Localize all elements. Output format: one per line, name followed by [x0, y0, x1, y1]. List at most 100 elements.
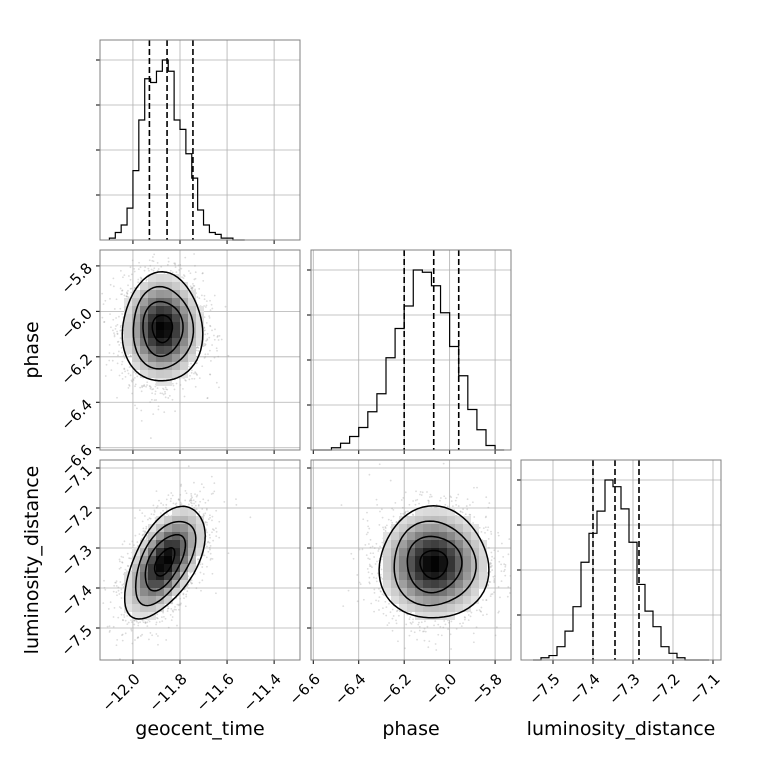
density-cell-0 [156, 314, 164, 322]
scatter-point-0-1039 [116, 341, 119, 343]
scatter-point-0-706 [209, 324, 211, 327]
scatter-point-1-1996 [103, 586, 106, 589]
scatter-point-1-358 [190, 495, 193, 497]
scatter-point-1-1821 [205, 507, 208, 510]
scatter-point-1-322 [209, 516, 211, 519]
scatter-point-1-802 [202, 513, 205, 516]
scatter-point-0-189 [140, 390, 143, 393]
scatter-point-1-1290 [185, 595, 188, 598]
scatter-point-0-989 [164, 392, 167, 395]
scatter-point-0-1325 [197, 347, 200, 349]
scatter-point-1-1803 [120, 597, 123, 599]
density-cell-0 [164, 346, 172, 354]
scatter-point-0-1095 [156, 387, 159, 390]
scatter-point-1-1773 [112, 625, 115, 628]
scatter-point-1-979 [121, 561, 124, 564]
contour-0-0 [151, 314, 174, 344]
scatter-point-0-18 [155, 399, 158, 401]
scatter-point-1-220 [156, 505, 159, 507]
scatter-point-0-2185 [157, 408, 160, 411]
scatter-point-0-1283 [110, 326, 112, 329]
scatter-point-1-872 [121, 561, 124, 564]
scatter-point-0-244 [103, 320, 106, 323]
density-cell-0 [180, 314, 188, 322]
density-cell-0 [148, 290, 156, 298]
scatter-point-0-720 [132, 379, 135, 381]
density-cell-0 [140, 370, 148, 378]
scatter-point-0-2371 [205, 339, 207, 342]
scatter-point-0-1096 [118, 374, 121, 377]
scatter-point-1-1686 [144, 530, 146, 533]
scatter-point-0-2347 [151, 388, 153, 391]
density-cell-0 [164, 378, 172, 386]
scatter-point-0-1628 [188, 378, 191, 381]
scatter-point-0-1002 [152, 413, 155, 416]
scatter-point-1-1519 [134, 517, 136, 519]
scatter-point-1-44 [211, 528, 214, 531]
scatter-point-0-1168 [159, 392, 162, 395]
scatter-point-1-975 [207, 499, 210, 502]
scatter-point-1-1359 [139, 621, 141, 624]
scatter-point-0-237 [202, 279, 205, 282]
density-cell-0 [180, 322, 188, 330]
scatter-point-0-417 [145, 278, 148, 281]
scatter-point-1-2105 [196, 494, 199, 497]
scatter-point-0-184 [140, 385, 143, 387]
scatter-point-0-2250 [116, 330, 118, 333]
scatter-point-1-74 [141, 633, 144, 636]
panel-frame-0-1 [99, 249, 301, 451]
density-cell-0 [196, 330, 204, 338]
contour-0-2 [132, 285, 195, 370]
scatter-point-1-1992 [197, 558, 199, 560]
scatter-point-0-2584 [211, 329, 213, 332]
scatter-point-0-1384 [151, 256, 154, 258]
scatter-point-0-1954 [124, 375, 127, 378]
scatter-point-0-765 [145, 279, 148, 282]
scatter-point-0-262 [140, 420, 143, 422]
density-cell-0 [124, 298, 132, 306]
scatter-point-1-1117 [137, 636, 139, 639]
scatter-point-1-2096 [141, 619, 144, 622]
scatter-point-0-1371 [112, 352, 115, 355]
scatter-point-1-525 [210, 493, 213, 495]
scatter-point-1-169 [137, 636, 140, 639]
scatter-point-0-159 [117, 350, 120, 353]
scatter-point-1-1778 [202, 573, 205, 575]
scatter-point-0-1356 [116, 332, 119, 335]
scatter-point-1-1100 [194, 504, 197, 507]
scatter-point-1-1808 [199, 571, 202, 574]
scatter-point-1-1802 [141, 512, 144, 515]
scatter-point-1-540 [173, 608, 176, 611]
panel-0-0-grid [96, 40, 300, 244]
scatter-point-1-1979 [143, 531, 146, 534]
scatter-point-1-2092 [162, 504, 165, 506]
scatter-point-1-2065 [164, 617, 167, 620]
density-cell-0 [164, 282, 172, 290]
scatter-point-1-1581 [191, 582, 193, 585]
scatter-point-1-920 [175, 608, 177, 611]
scatter-point-1-1889 [213, 482, 216, 485]
density-cell-0 [164, 306, 172, 314]
scatter-point-1-622 [209, 514, 211, 517]
scatter-point-0-841 [121, 289, 123, 292]
density-cell-0 [156, 378, 164, 386]
scatter-point-1-778 [155, 633, 158, 635]
scatter-point-0-1638 [181, 276, 183, 278]
density-cell-0 [164, 338, 172, 346]
density-cell-0 [164, 330, 172, 338]
scatter-point-0-2187 [211, 307, 214, 310]
scatter-point-0-279 [126, 292, 129, 295]
scatter-point-0-978 [213, 294, 216, 297]
scatter-point-0-1687 [109, 313, 111, 316]
scatter-point-0-2053 [171, 271, 174, 274]
scatter-point-1-1994 [133, 544, 135, 547]
scatter-point-1-2003 [200, 483, 203, 485]
scatter-point-0-2196 [196, 296, 199, 298]
scatter-point-0-1195 [139, 266, 142, 269]
scatter-point-1-1675 [115, 580, 118, 583]
scatter-point-1-1562 [143, 515, 146, 517]
scatter-point-0-2570 [102, 303, 105, 306]
scatter-point-0-1957 [214, 328, 216, 331]
scatter-point-0-872 [119, 287, 122, 290]
